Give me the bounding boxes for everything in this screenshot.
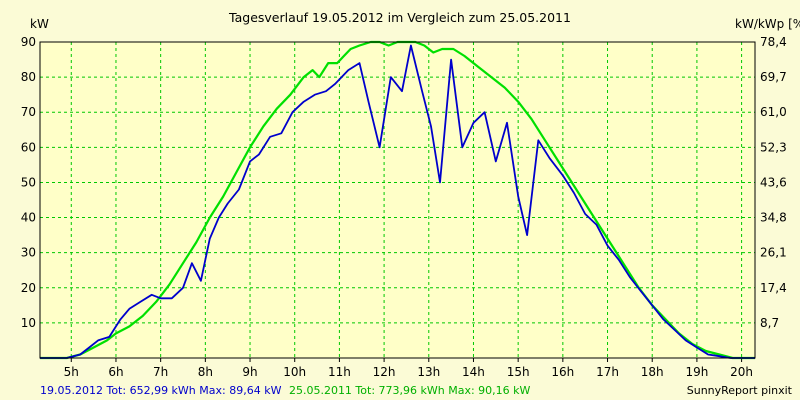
- series-layer: [40, 40, 755, 360]
- x-tick-label-2: 7h: [153, 365, 168, 379]
- series-line-1: [40, 44, 755, 359]
- x-tick-label-11: 16h: [551, 365, 574, 379]
- x-tick-label-0: 5h: [64, 365, 79, 379]
- y-left-tick-label-8: 90: [21, 35, 36, 49]
- x-tick-label-15: 20h: [730, 365, 753, 379]
- y-left-tick-label-5: 60: [21, 140, 36, 154]
- y-left-tick-label-0: 10: [21, 316, 36, 330]
- chart-title: Tagesverlauf 19.05.2012 im Vergleich zum…: [228, 10, 571, 25]
- footer-right: SunnyReport pinxit: [687, 384, 793, 397]
- x-tick-label-1: 6h: [108, 365, 123, 379]
- y-right-tick-label-0: 8,7: [760, 316, 779, 330]
- y-left-tick-label-6: 70: [21, 105, 36, 119]
- y-right-tick-label-6: 61,0: [760, 105, 787, 119]
- legend-series-1: 19.05.2012 Tot: 652,99 kWh Max: 89,64 kW…: [40, 384, 531, 397]
- x-tick-label-10: 15h: [507, 365, 530, 379]
- x-axis-ticks: 5h 6h 7h 8h 9h 10h 11h 12h 13h 14h 15h 16h 17h 18h 19h…: [64, 358, 753, 379]
- y-right-tick-label-7: 69,7: [760, 70, 787, 84]
- plot-area: [40, 42, 755, 358]
- y-left-tick-label-2: 30: [21, 246, 36, 260]
- plot-border: [39, 41, 756, 359]
- y-axis-left-label: kW: [30, 17, 49, 31]
- x-tick-label-9: 14h: [462, 365, 485, 379]
- x-tick-label-13: 18h: [641, 365, 664, 379]
- y-right-tick-label-1: 17,4: [760, 281, 787, 295]
- legend-series-2-text: 25.05.2011 Tot: 773,96 kWh Max: 90,16 kW: [289, 384, 531, 397]
- y-right-tick-label-8: 78,4: [760, 35, 787, 49]
- grid: [40, 41, 755, 358]
- y-right-tick-label-3: 34,8: [760, 211, 787, 225]
- y-right-tick-label-2: 26,1: [760, 246, 787, 260]
- y-axis-right-ticks: 8,7 17,4 26,1 34,8 43,6 52,3 61,0 69,7 78,4: [760, 35, 787, 330]
- x-tick-label-4: 9h: [242, 365, 257, 379]
- legend-series-1-text: 19.05.2012 Tot: 652,99 kWh Max: 89,64 kW: [40, 384, 282, 397]
- x-tick-label-14: 19h: [685, 365, 708, 379]
- y-right-tick-label-5: 52,3: [760, 140, 787, 154]
- y-right-tick-label-4: 43,6: [760, 175, 787, 189]
- y-left-tick-label-1: 20: [21, 281, 36, 295]
- x-tick-label-6: 11h: [328, 365, 351, 379]
- x-tick-label-8: 13h: [417, 365, 440, 379]
- y-left-tick-label-4: 50: [21, 175, 36, 189]
- y-axis-right-label: kW/kWp [%]: [735, 17, 800, 31]
- y-axis-left-ticks: 10 20 30 40 50 60 70 80 90: [21, 35, 36, 330]
- y-left-tick-label-7: 80: [21, 70, 36, 84]
- x-tick-label-7: 12h: [373, 365, 396, 379]
- x-tick-label-5: 10h: [283, 365, 306, 379]
- series-line-2: [40, 40, 755, 360]
- x-tick-label-12: 17h: [596, 365, 619, 379]
- y-left-tick-label-3: 40: [21, 211, 36, 225]
- x-tick-label-3: 8h: [198, 365, 213, 379]
